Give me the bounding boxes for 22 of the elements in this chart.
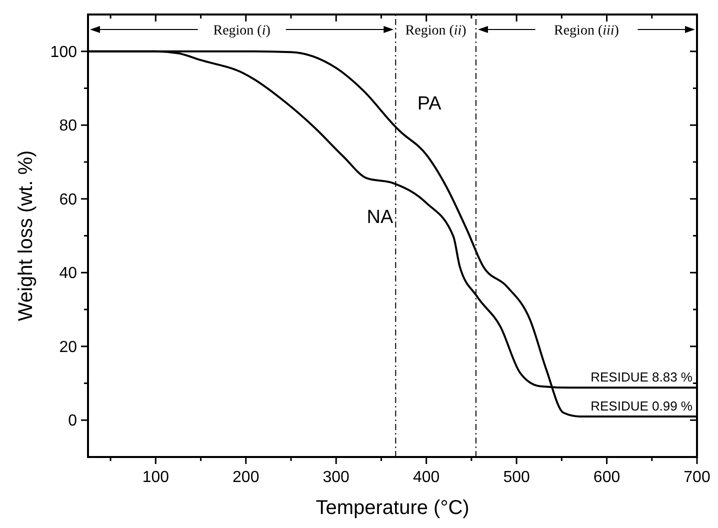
y-tick-label: 80 xyxy=(59,118,78,135)
x-tick-label: 700 xyxy=(684,469,710,486)
y-tick-label: 100 xyxy=(50,44,78,61)
x-tick-label: 500 xyxy=(503,469,530,486)
x-tick-label: 100 xyxy=(142,469,170,486)
y-tick-label: 20 xyxy=(59,338,78,356)
x-tick-label: 600 xyxy=(593,469,620,486)
x-tick-label: 400 xyxy=(412,469,440,486)
annotation: RESIDUE 0.99 % xyxy=(590,398,693,414)
y-tick-label: 0 xyxy=(68,412,78,430)
annotation: RESIDUE 8.83 % xyxy=(590,370,693,385)
x-tick-label: 200 xyxy=(232,469,260,486)
x-axis-title: Temperature (°C) xyxy=(316,497,470,519)
annotation: Region (i) xyxy=(213,24,271,38)
series-label: NA xyxy=(366,207,394,228)
series-label: PA xyxy=(417,94,442,115)
y-axis-title: Weight loss (wt. %) xyxy=(15,150,37,322)
y-tick-label: 40 xyxy=(59,265,78,282)
x-tick-label: 300 xyxy=(322,469,350,486)
y-tick-label: 60 xyxy=(59,191,78,208)
annotation: Region (iii) xyxy=(554,24,620,38)
annotation: Region (ii) xyxy=(405,24,467,38)
